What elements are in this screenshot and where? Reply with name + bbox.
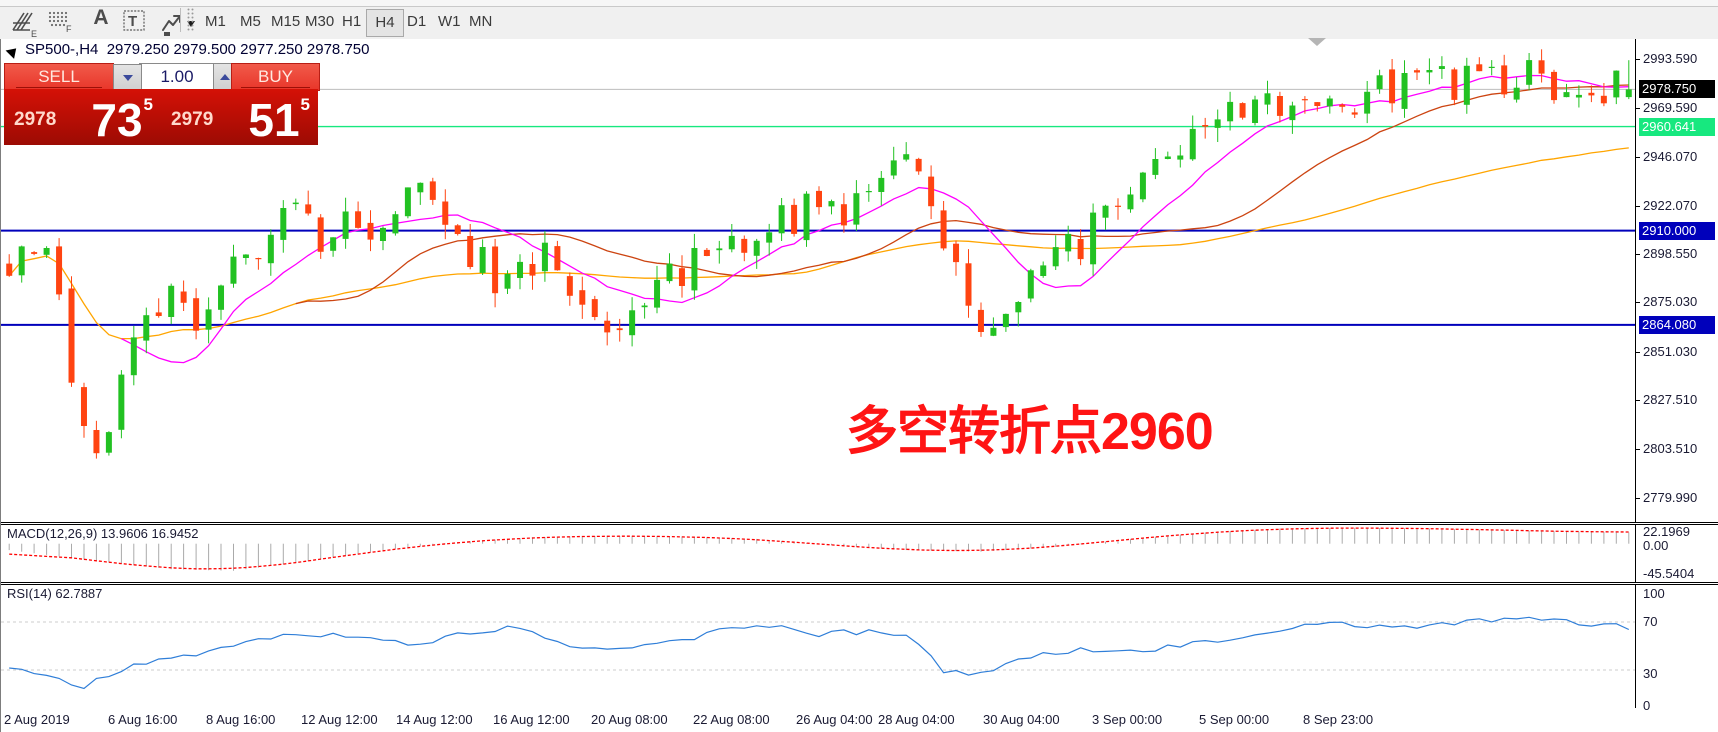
svg-text:T: T: [128, 13, 137, 30]
svg-text:F: F: [66, 24, 72, 34]
svg-text:E: E: [31, 29, 37, 38]
